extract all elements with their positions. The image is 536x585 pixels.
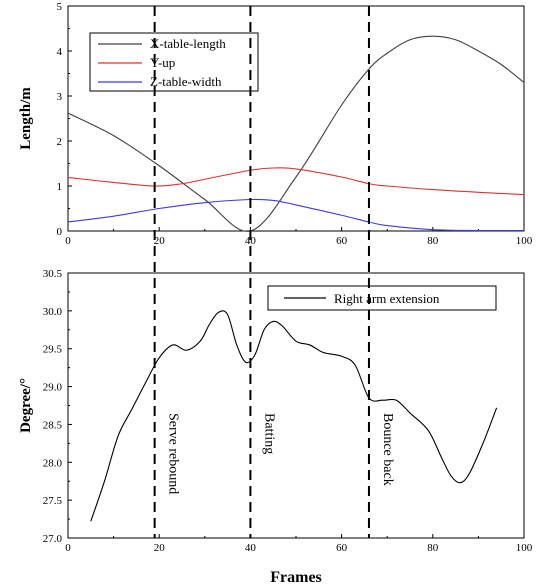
- series-line-right-arm-extension: [90, 310, 498, 522]
- bottom-x-tick-label: 60: [336, 542, 348, 554]
- top-legend-box: [89, 32, 259, 92]
- top-x-tick-label: 100: [516, 235, 533, 247]
- bottom-y-tick-label: 29.5: [43, 344, 63, 356]
- phase-annotation: Batting: [261, 413, 276, 454]
- top-legend-label: Y-up: [150, 55, 175, 70]
- top-x-tick-label: 40: [245, 235, 257, 247]
- bottom-plot-frame: [67, 272, 525, 539]
- phase-annotation: Bounce back: [380, 413, 395, 486]
- phase-divider-lines: [153, 6, 370, 538]
- top-x-tick-label: 0: [65, 235, 71, 247]
- bottom-y-tick-label: 28.0: [43, 457, 63, 469]
- top-legend-label: X-table-length: [150, 36, 226, 51]
- bottom-x-tick-label: 20: [154, 542, 166, 554]
- bottom-y-tick-label: 30.0: [43, 306, 63, 318]
- series-line-x-table-length: [67, 35, 525, 232]
- top-y-tick-label: 3: [57, 91, 63, 103]
- top-chart: 0 20 40 60 80 100 0 1 2 3 4 5 Length/m X-table-length…: [18, 1, 533, 247]
- bottom-y-axis-title: Degree/°: [18, 378, 34, 433]
- bottom-y-tick-label: 28.5: [43, 419, 63, 431]
- top-y-tick-label: 2: [57, 136, 63, 148]
- series-line-z-table-width: [67, 198, 525, 232]
- bottom-y-tick-label: 27.5: [43, 495, 63, 507]
- bottom-y-tick-label: 27.0: [43, 533, 63, 545]
- bottom-x-tick-label: 100: [516, 542, 533, 554]
- bottom-x-tick-label: 80: [427, 542, 439, 554]
- top-x-tick-label: 80: [427, 235, 439, 247]
- series-line-y-up: [67, 167, 525, 196]
- top-legend-label: Z-table-width: [150, 74, 222, 89]
- bottom-x-tick-label: 0: [65, 542, 71, 554]
- top-y-tick-label: 5: [57, 1, 63, 13]
- bottom-x-axis-title: Frames: [270, 569, 322, 585]
- top-y-tick-label: 0: [57, 226, 63, 238]
- bottom-chart: 0 20 40 60 80 100 27.0 27.5 28.0 28.5 29.0 29.5 30.0…: [18, 268, 533, 585]
- bottom-x-tick-label: 40: [245, 542, 257, 554]
- top-y-tick-label: 4: [57, 46, 63, 58]
- top-y-tick-label: 1: [57, 181, 63, 193]
- bottom-legend-label: Right arm extension: [334, 291, 440, 306]
- top-x-tick-label: 60: [336, 235, 348, 247]
- phase-annotation: Serve rebound: [166, 413, 181, 494]
- top-y-axis-title: Length/m: [18, 87, 34, 150]
- bottom-y-tick-label: 30.5: [43, 268, 63, 280]
- bottom-y-tick-label: 29.0: [43, 382, 63, 394]
- top-x-tick-label: 20: [154, 235, 166, 247]
